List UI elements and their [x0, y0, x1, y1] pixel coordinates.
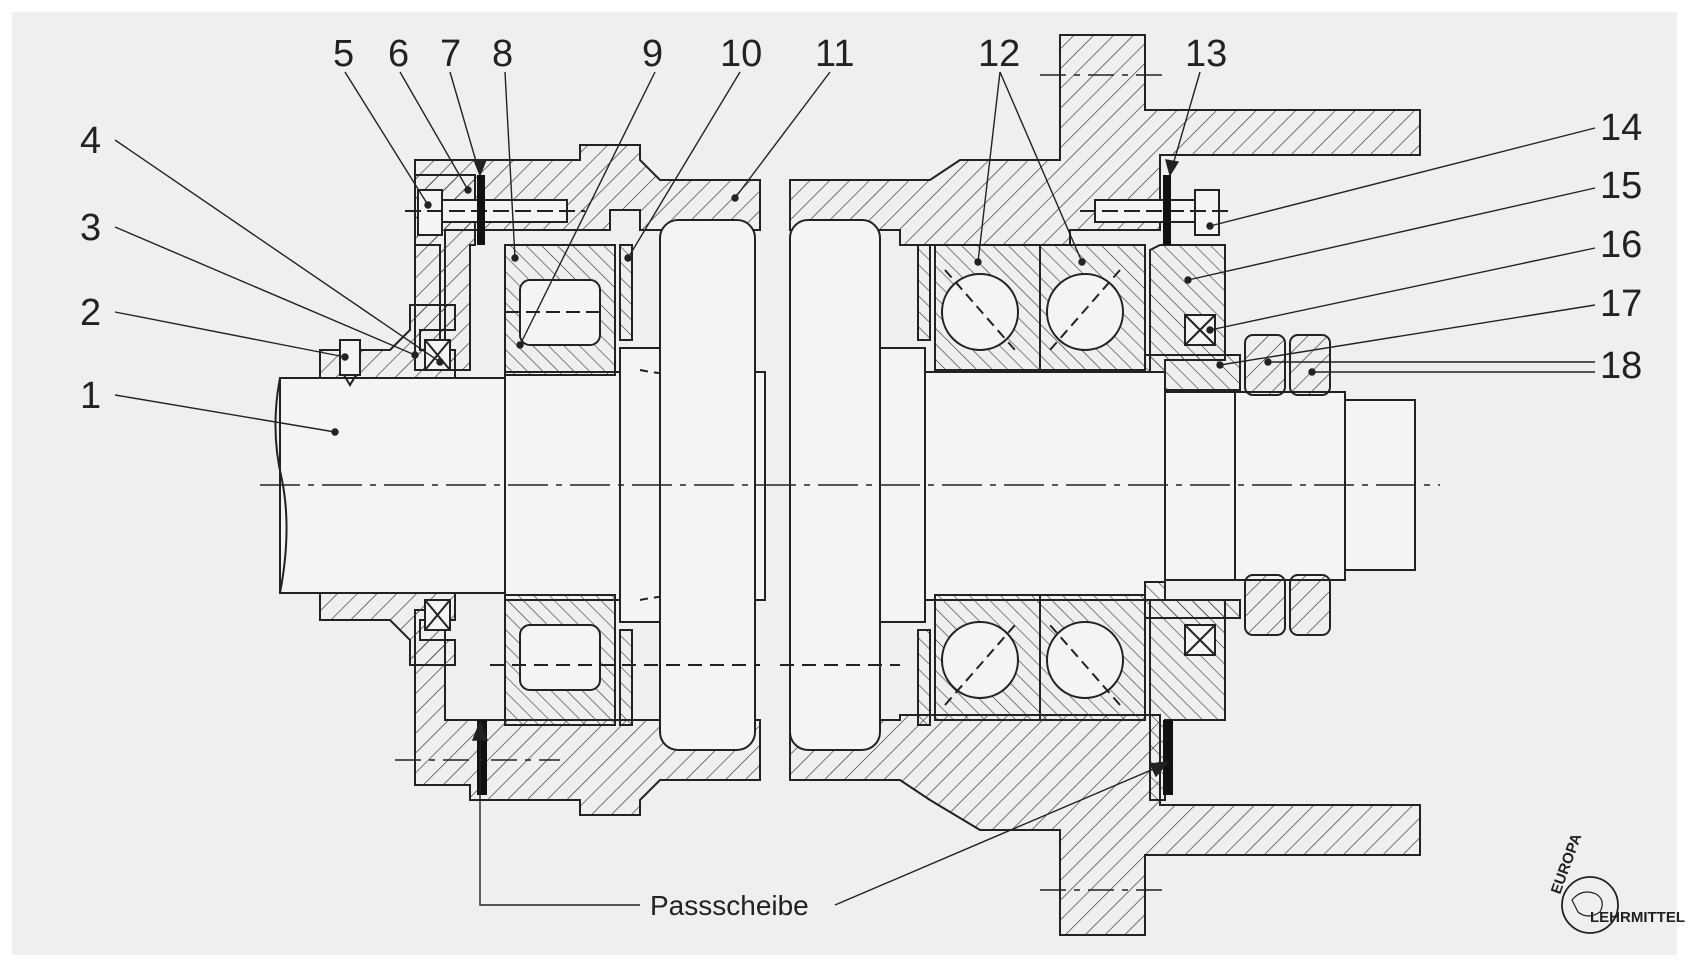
leader-lines [114, 71, 1596, 906]
ball-bearings-right [934, 244, 1146, 721]
left-seal-assembly [319, 304, 456, 666]
callout-labels: 1 2 3 4 5 6 7 8 9 10 11 12 13 14 15 16 1… [80, 33, 1642, 417]
callout-2: 2 [80, 292, 101, 334]
callout-13: 13 [1185, 33, 1227, 75]
callout-3: 3 [80, 207, 101, 249]
callout-14: 14 [1600, 107, 1642, 149]
callout-8: 8 [492, 33, 513, 75]
callout-17: 17 [1600, 283, 1642, 325]
continent-outline [1571, 891, 1603, 917]
right-seal-assembly [1144, 314, 1331, 656]
callout-4: 4 [80, 120, 101, 162]
callout-10: 10 [720, 33, 762, 75]
callout-16: 16 [1600, 224, 1642, 266]
spacer-rings [619, 244, 931, 726]
callout-1: 1 [80, 375, 101, 417]
callout-12: 12 [978, 33, 1020, 75]
callout-15: 15 [1600, 165, 1642, 207]
callout-18: 18 [1600, 345, 1642, 387]
callout-7: 7 [440, 33, 461, 75]
callout-5: 5 [333, 33, 354, 75]
shims [477, 175, 1173, 795]
callout-6: 6 [388, 33, 409, 75]
roller-bearing-left [500, 244, 616, 726]
flange-centerlines [395, 74, 1165, 891]
globe-icon [1561, 876, 1619, 934]
callout-9: 9 [642, 33, 663, 75]
caption-passscheibe: Passscheibe [650, 890, 809, 921]
callout-11: 11 [815, 33, 854, 75]
logo-line2: LEHRMITTEL [1590, 909, 1685, 926]
